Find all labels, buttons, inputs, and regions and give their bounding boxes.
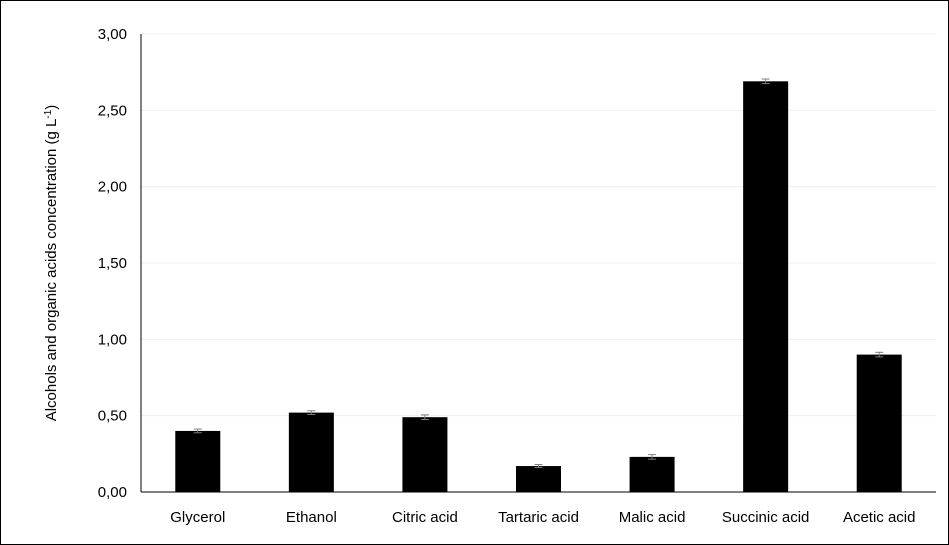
- error-bars: [193, 78, 884, 469]
- y-tick-label: 2,50: [98, 102, 127, 119]
- y-axis-title-main: Alcohols and organic acids concentration…: [43, 119, 60, 422]
- y-tick-label: 1,50: [98, 255, 127, 272]
- bar: [743, 81, 789, 493]
- error-bar: [761, 78, 770, 85]
- x-category-label: Succinic acid: [722, 509, 810, 526]
- y-tick-label: 2,00: [98, 179, 127, 196]
- error-bar: [193, 428, 202, 434]
- bar: [175, 430, 221, 492]
- y-tick-label: 1,00: [98, 331, 127, 348]
- x-category-label: Citric acid: [392, 509, 458, 526]
- gridlines: [141, 33, 936, 417]
- y-axis-title-close: ): [43, 105, 60, 110]
- y-tick-label: 0,00: [98, 484, 127, 501]
- y-tick-label: 3,00: [98, 26, 127, 43]
- bar: [288, 412, 334, 492]
- error-bar: [534, 464, 543, 469]
- x-category-label: Glycerol: [170, 509, 225, 526]
- bar: [856, 354, 902, 492]
- x-category-label: Tartaric acid: [498, 509, 579, 526]
- y-axis-ticks: 0,00 0,50 1,00 1,50 2,00 2,50 3,00: [98, 26, 127, 501]
- x-category-label: Acetic acid: [843, 509, 916, 526]
- x-category-label: Malic acid: [619, 509, 686, 526]
- error-bar: [420, 414, 429, 420]
- y-axis-title-sup: -1: [43, 109, 54, 118]
- y-tick-label: 0,50: [98, 408, 127, 425]
- error-bar: [875, 351, 884, 358]
- bar: [516, 466, 561, 492]
- error-bar: [307, 410, 316, 415]
- category-labels: Glycerol Ethanol Citric acid Tartaric acid M…: [170, 509, 915, 526]
- error-bar: [648, 454, 657, 460]
- x-category-label: Ethanol: [286, 509, 337, 526]
- bar: [402, 417, 448, 492]
- bars: [175, 81, 902, 493]
- y-axis-title: Alcohols and organic acids concentration…: [43, 105, 61, 422]
- bar: [629, 456, 675, 492]
